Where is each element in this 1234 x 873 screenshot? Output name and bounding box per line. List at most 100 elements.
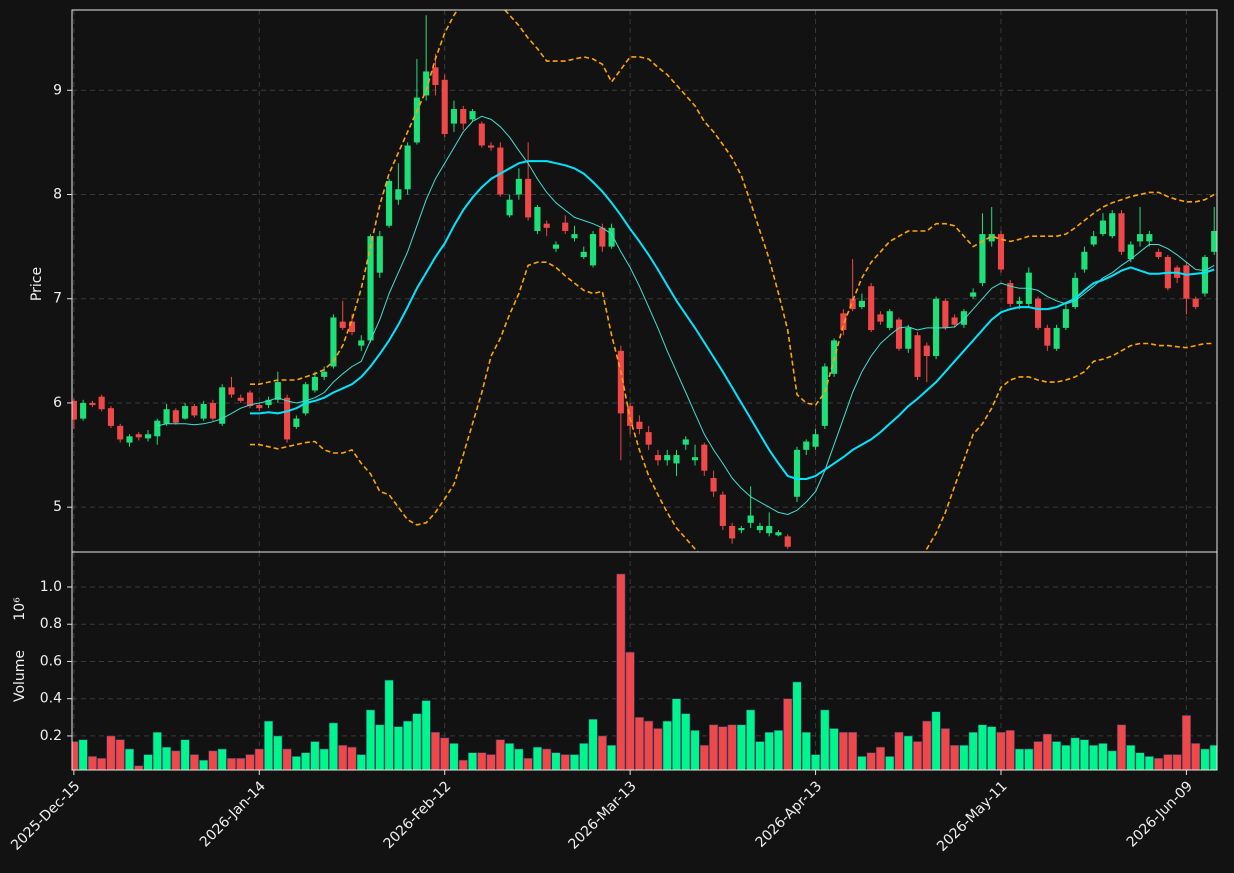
y-tick-label: 7 bbox=[53, 291, 62, 307]
candle-body bbox=[942, 300, 949, 328]
volume-bar bbox=[449, 743, 459, 770]
volume-bar bbox=[495, 739, 505, 770]
candle-body bbox=[450, 109, 458, 124]
candle-body bbox=[960, 311, 967, 325]
volume-bar bbox=[106, 735, 116, 770]
volume-bar bbox=[403, 720, 413, 770]
candle-body bbox=[636, 421, 643, 430]
volume-bar bbox=[1033, 741, 1043, 770]
volume-bar bbox=[199, 759, 209, 770]
volume-bar bbox=[653, 728, 663, 770]
volume-bar bbox=[977, 724, 988, 770]
price-frame bbox=[71, 9, 1218, 553]
volume-bar bbox=[78, 739, 88, 770]
volume-bar bbox=[681, 713, 691, 770]
candle-body bbox=[469, 111, 476, 120]
candle-body bbox=[599, 227, 606, 247]
volume-bar bbox=[273, 735, 283, 770]
candle-body bbox=[135, 434, 142, 438]
volume-bar bbox=[171, 750, 181, 770]
candle-body bbox=[367, 236, 374, 341]
volume-bar bbox=[1200, 748, 1210, 770]
volume-bar bbox=[968, 731, 978, 770]
y-tick-label: 8 bbox=[53, 186, 62, 202]
candle-body bbox=[321, 371, 328, 377]
candle-body bbox=[1062, 309, 1069, 328]
candle-body bbox=[163, 409, 170, 424]
volume-frame bbox=[71, 551, 1218, 771]
volume-bar bbox=[1014, 748, 1025, 770]
volume-tick-label: 0.2 bbox=[40, 728, 62, 744]
candle-body bbox=[654, 455, 662, 461]
volume-bar bbox=[875, 746, 886, 770]
candle-body bbox=[274, 382, 281, 400]
candle-body bbox=[1044, 327, 1051, 346]
volume-bar bbox=[356, 754, 366, 770]
volume-bar bbox=[1098, 743, 1108, 770]
volume-bar bbox=[486, 754, 496, 770]
volume-bar bbox=[236, 757, 246, 770]
candle-body bbox=[228, 387, 235, 395]
candle-body bbox=[905, 327, 912, 349]
candle-body bbox=[525, 178, 532, 218]
candle-body bbox=[348, 321, 356, 333]
indicator-line bbox=[250, 261, 1215, 552]
volume-bar bbox=[72, 741, 79, 770]
candle-body bbox=[738, 528, 745, 531]
candle-body bbox=[849, 298, 856, 310]
volume-bar bbox=[87, 756, 97, 770]
volume-bar bbox=[97, 757, 107, 770]
volume-bar bbox=[467, 752, 478, 770]
volume-bar bbox=[746, 709, 756, 770]
candle-body bbox=[182, 406, 189, 419]
x-tick-label: 2026-Feb-12 bbox=[381, 778, 455, 852]
volume-bar bbox=[1042, 733, 1052, 770]
volume-bar bbox=[1052, 741, 1062, 770]
volume-bar bbox=[1005, 730, 1015, 770]
candle-body bbox=[627, 406, 634, 426]
candle-body bbox=[617, 350, 624, 414]
volume-bar bbox=[616, 573, 626, 770]
volume-bar bbox=[440, 737, 450, 770]
candle-body bbox=[284, 397, 291, 440]
volume-bar bbox=[532, 746, 542, 770]
candle-body bbox=[246, 392, 254, 407]
candle-body bbox=[868, 286, 875, 330]
candle-body bbox=[413, 97, 420, 143]
volume-bar bbox=[829, 728, 839, 770]
candle-body bbox=[386, 180, 393, 226]
volume-bar bbox=[1089, 744, 1099, 770]
candle-body bbox=[432, 67, 439, 86]
x-tick-label: 2026-Mar-13 bbox=[565, 778, 639, 852]
volume-bar bbox=[421, 700, 431, 770]
x-tick-label: 2026-Apr-13 bbox=[753, 778, 826, 851]
volume-bar bbox=[328, 722, 339, 770]
volume-bar bbox=[810, 754, 821, 770]
candle-body bbox=[219, 387, 226, 424]
volume-bar bbox=[634, 717, 644, 770]
volume-bar bbox=[699, 744, 709, 770]
volume-bar bbox=[310, 741, 320, 770]
candle-body bbox=[404, 145, 411, 190]
volume-bar bbox=[820, 709, 830, 770]
volume-bar bbox=[885, 756, 895, 770]
volume-panel bbox=[72, 573, 1217, 770]
volume-bar bbox=[338, 744, 348, 770]
volume-bar bbox=[1024, 748, 1034, 770]
candle-body bbox=[72, 400, 77, 420]
volume-bar bbox=[987, 726, 997, 770]
volume-bar bbox=[838, 731, 848, 770]
candle-body bbox=[895, 319, 903, 349]
candle-body bbox=[1146, 234, 1153, 242]
indicator-line bbox=[250, 10, 1215, 406]
volume-bar bbox=[226, 757, 237, 770]
candle-body bbox=[886, 311, 893, 328]
volume-bar bbox=[894, 731, 904, 770]
volume-bar bbox=[736, 724, 746, 770]
volume-bar bbox=[671, 698, 682, 770]
candle-body bbox=[1192, 298, 1199, 308]
candle-body bbox=[1127, 244, 1134, 260]
volume-bar bbox=[662, 720, 672, 770]
candle-body bbox=[506, 199, 513, 216]
candle-body bbox=[1053, 327, 1060, 349]
